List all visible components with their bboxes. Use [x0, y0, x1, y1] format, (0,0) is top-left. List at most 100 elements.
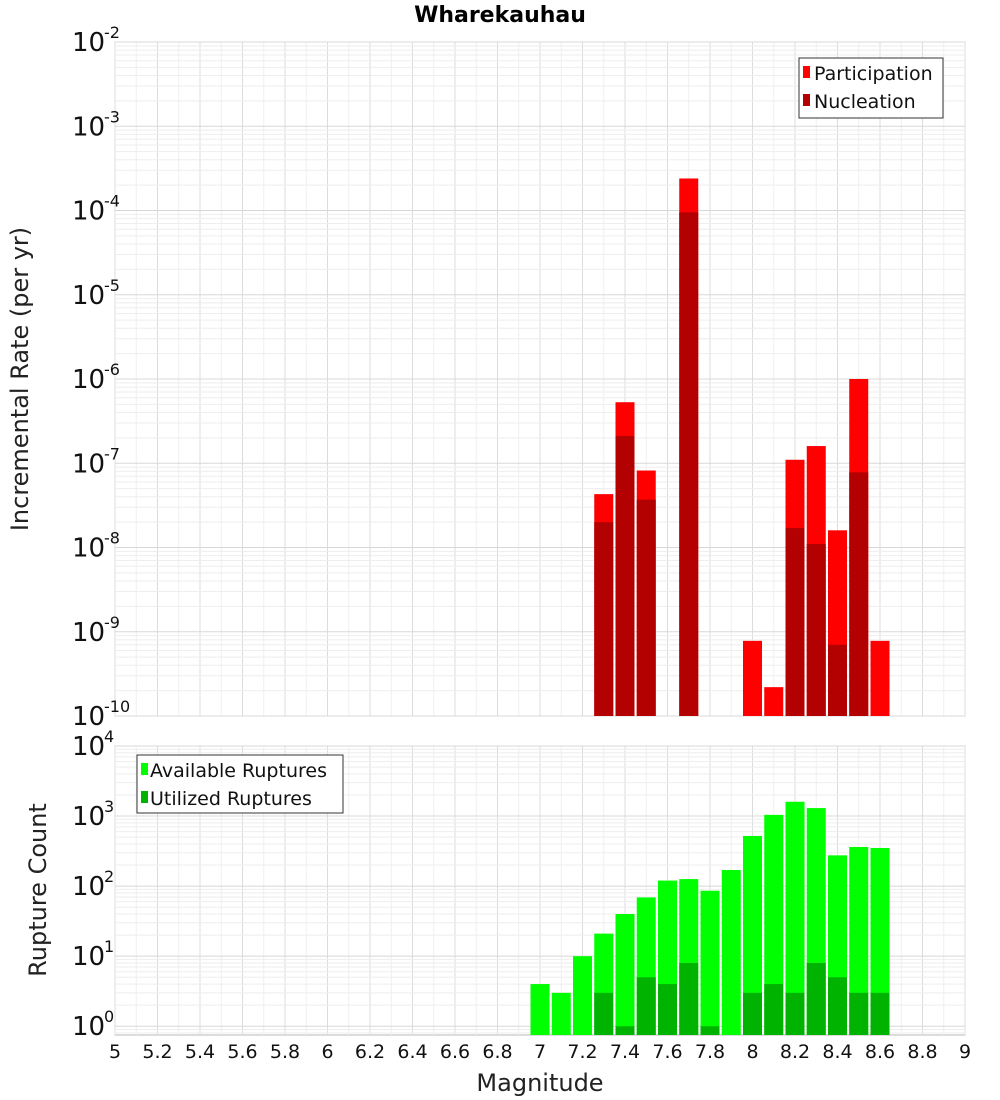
available-ruptures-bar	[530, 984, 550, 1035]
top-y-tick-label: 10-9	[72, 613, 120, 648]
top-y-tick-base: 10	[72, 534, 105, 564]
top-y-tick-label: 10-5	[72, 276, 120, 311]
legend-utilized: Utilized Ruptures	[150, 788, 312, 810]
top-y-axis-label: Incremental Rate (per yr)	[6, 227, 34, 531]
utilized-ruptures-bar	[764, 984, 784, 1035]
legend-participation: Participation	[814, 63, 933, 85]
bottom-y-tick-exponent: 4	[104, 727, 114, 746]
nucleation-bar	[828, 644, 847, 716]
bottom-y-tick-exponent: 1	[104, 937, 114, 956]
utilized-ruptures-bar	[849, 992, 869, 1035]
bottom-legend-box	[136, 754, 344, 814]
utilized-ruptures-bar	[806, 962, 826, 1035]
top-y-tick-exponent: -5	[104, 276, 120, 295]
utilized-ruptures-bar	[615, 1026, 635, 1035]
bottom-y-tick-label: 103	[72, 797, 114, 832]
utilized-ruptures-bar	[594, 992, 614, 1035]
bottom-y-tick-label: 100	[72, 1007, 114, 1042]
available-ruptures-bar	[785, 801, 805, 1035]
available-ruptures-bar	[551, 992, 571, 1035]
top-y-tick-exponent: -9	[104, 613, 120, 632]
x-tick-label: 5	[109, 1041, 121, 1063]
x-tick-label: 5.6	[227, 1041, 257, 1063]
participation-swatch	[803, 66, 810, 78]
x-tick-label: 8.4	[822, 1041, 852, 1063]
top-y-tick-base: 10	[72, 28, 105, 58]
utilized-ruptures-bar	[743, 992, 762, 1035]
bottom-y-tick-base: 10	[72, 942, 105, 972]
top-y-tick-exponent: -6	[104, 360, 120, 379]
top-y-tick-base: 10	[72, 618, 105, 648]
x-tick-label: 7.2	[567, 1041, 597, 1063]
top-plot: 10-210-310-410-510-610-710-810-910-10 In…	[6, 23, 966, 732]
x-tick-label: 7.4	[610, 1041, 640, 1063]
top-y-tick-label: 10-3	[72, 107, 120, 142]
x-ticks: 5 5.2 5.4 5.6 5.8 6 6.2 6.4 6.6 6.8 7 7.2 7.4 7.6 7.8 8…	[109, 1041, 971, 1063]
top-bars	[594, 178, 890, 717]
top-y-tick-exponent: -4	[104, 192, 120, 211]
bottom-y-tick-base: 10	[72, 872, 105, 902]
top-legend-box	[798, 57, 944, 119]
bottom-y-tick-base: 10	[72, 1012, 105, 1042]
x-tick-label: 6.4	[397, 1041, 427, 1063]
top-y-tick-base: 10	[72, 365, 105, 395]
top-y-tick-base: 10	[72, 112, 105, 142]
available-ruptures-bar	[700, 890, 720, 1035]
x-tick-label: 5.2	[142, 1041, 172, 1063]
available-ruptures-bar	[573, 956, 592, 1035]
available-ruptures-bar	[764, 814, 784, 1035]
available-swatch	[141, 763, 148, 775]
available-ruptures-bar	[615, 914, 635, 1035]
nucleation-bar	[594, 522, 614, 716]
available-ruptures-bar	[849, 846, 869, 1035]
top-y-tick-exponent: -10	[104, 697, 130, 716]
bottom-y-tick-label: 104	[72, 727, 114, 762]
x-tick-label: 7.6	[652, 1041, 682, 1063]
top-y-tick-label: 10-2	[72, 23, 120, 58]
top-y-tick-label: 10-10	[72, 697, 130, 732]
participation-bar	[764, 687, 784, 716]
top-y-tick-base: 10	[72, 702, 105, 732]
x-axis-label: Magnitude	[476, 1069, 603, 1097]
x-tick-label: 8.8	[907, 1041, 937, 1063]
bottom-y-tick-base: 10	[72, 732, 105, 762]
participation-bar	[743, 640, 762, 716]
top-y-tick-base: 10	[72, 449, 105, 479]
x-tick-label: 5.4	[185, 1041, 215, 1063]
participation-bar	[870, 640, 890, 716]
x-tick-label: 5.8	[270, 1041, 300, 1063]
top-y-tick-base: 10	[72, 197, 105, 227]
top-legend: Participation Nucleation	[798, 57, 944, 119]
bottom-y-tick-exponent: 0	[104, 1007, 114, 1026]
utilized-ruptures-bar	[870, 992, 890, 1035]
nucleation-bar	[636, 499, 656, 716]
utilized-ruptures-bar	[658, 984, 677, 1035]
nucleation-bar	[615, 436, 635, 716]
utilized-ruptures-bar	[828, 977, 847, 1035]
chart-title: Wharekauhau	[414, 3, 586, 28]
available-ruptures-bar	[743, 835, 762, 1035]
nucleation-bar	[849, 472, 869, 716]
utilized-swatch	[141, 791, 148, 803]
x-tick-label: 8.2	[780, 1041, 810, 1063]
x-tick-label: 6.8	[482, 1041, 512, 1063]
nucleation-bar	[806, 544, 826, 716]
x-tick-label: 7	[534, 1041, 546, 1063]
legend-nucleation: Nucleation	[814, 91, 916, 113]
bottom-y-axis-label: Rupture Count	[24, 803, 52, 977]
x-tick-label: 8	[746, 1041, 758, 1063]
utilized-ruptures-bar	[700, 1026, 720, 1035]
x-tick-label: 8.6	[865, 1041, 895, 1063]
available-ruptures-bar	[870, 848, 890, 1035]
utilized-ruptures-bar	[679, 962, 699, 1035]
top-y-tick-label: 10-6	[72, 360, 120, 395]
nucleation-bar	[785, 528, 805, 716]
bottom-y-tick-exponent: 2	[104, 867, 114, 886]
legend-available: Available Ruptures	[150, 760, 327, 782]
bottom-y-tick-base: 10	[72, 802, 105, 832]
x-tick-label: 6	[321, 1041, 333, 1063]
available-ruptures-bar	[721, 869, 741, 1035]
top-y-tick-exponent: -3	[104, 107, 120, 126]
